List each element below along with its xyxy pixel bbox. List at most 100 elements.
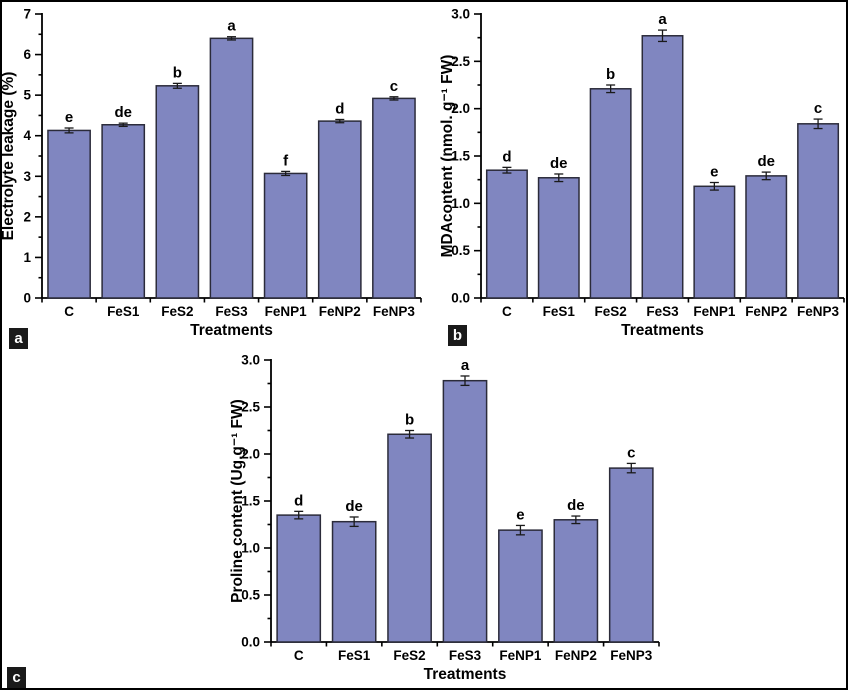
error-bar-FeNP2 (335, 118, 345, 124)
sig-letter-FeNP3: c (627, 444, 635, 461)
y-tick-label: 4 (23, 128, 31, 143)
y-tick-label: 5 (23, 88, 31, 103)
sig-letter-FeS2: b (173, 64, 182, 81)
y-tick-label: 0.0 (451, 291, 470, 306)
bar-FeS2 (589, 88, 632, 299)
panel-letter-a: a (14, 330, 23, 347)
bar-FeS1 (101, 124, 146, 299)
x-category-label-FeNP3: FeNP3 (610, 648, 653, 663)
sig-letter-C: e (65, 109, 73, 126)
sig-letter-FeS1: de (114, 104, 132, 121)
x-category-label-FeNP3: FeNP3 (797, 304, 840, 319)
panel-label-c: c (7, 667, 26, 688)
y-tick-label: 0.5 (241, 588, 260, 603)
panel-letter-c: c (12, 669, 21, 686)
error-bar-C (294, 510, 304, 520)
x-category-label-FeNP2: FeNP2 (745, 304, 787, 319)
error-bar-C (502, 166, 512, 174)
x-axis-title: Treatments (621, 322, 704, 339)
x-ticks (480, 298, 845, 303)
panel-letter-b: b (452, 327, 463, 344)
x-category-label-FeS3: FeS3 (215, 304, 248, 319)
y-tick-label: 1.0 (241, 541, 260, 556)
bars (485, 29, 840, 299)
y-tick-label: 0.0 (241, 635, 260, 650)
error-bar-FeS3 (658, 29, 667, 43)
sig-letter-FeNP2: d (335, 100, 344, 117)
bar-FeNP1 (693, 185, 736, 299)
sig-letter-FeNP2: de (567, 497, 585, 514)
sig-letter-FeNP1: e (710, 164, 718, 181)
error-bar-FeNP2 (571, 515, 581, 525)
y-tick-label: 2.5 (451, 54, 470, 69)
x-category-label-FeNP2: FeNP2 (555, 648, 597, 663)
error-bar-FeNP2 (761, 171, 771, 181)
error-bar-FeS3 (460, 375, 470, 387)
chart-b-svg: 0.0 0.5 1.0 1.5 2.0 2.5 3.0 d Cde FeS1 b FeS2 a FeS3 e… (439, 7, 845, 339)
x-category-label-FeS1: FeS1 (543, 304, 576, 319)
sig-letter-FeS2: b (606, 66, 615, 83)
bar-FeNP2 (745, 175, 788, 299)
chart-c-svg: 0.0 0.5 1.0 1.5 2.0 2.5 3.0 d Cde FeS1 b FeS2 a FeS3 e… (229, 353, 660, 683)
error-bar-FeNP1 (709, 181, 719, 191)
bar-FeS3 (641, 35, 684, 299)
bars (47, 36, 416, 299)
error-bar-FeNP3 (813, 118, 823, 130)
x-ticks (270, 642, 660, 647)
error-bar-FeNP1 (281, 170, 291, 177)
y-tick-labels: 0.0 0.5 1.0 1.5 2.0 2.5 3.0 (241, 353, 260, 650)
y-tick-label: 1.5 (451, 149, 470, 164)
bar-FeS1 (331, 520, 377, 643)
y-axis-title: Proline content (Ug.g⁻¹ FW) (229, 399, 246, 603)
bar-FeS2 (155, 85, 200, 299)
sig-letter-FeNP2: de (757, 153, 775, 170)
error-bar-FeNP3 (389, 96, 399, 101)
y-tick-label: 1.5 (241, 494, 260, 509)
bar-FeS3 (209, 37, 254, 299)
bar-FeNP3 (372, 97, 416, 299)
x-category-label-FeS1: FeS1 (338, 648, 371, 663)
sig-letter-C: d (294, 492, 303, 509)
x-ticks (41, 298, 422, 303)
y-tick-label: 2 (23, 209, 31, 224)
y-axis-title: Electrolyte leakage (%) (2, 72, 17, 241)
sig-letter-FeS1: de (550, 155, 568, 172)
y-tick-label: 3.0 (241, 353, 260, 368)
x-category-label-FeNP2: FeNP2 (319, 304, 361, 319)
bar-C (485, 169, 528, 299)
x-category-label-FeS3: FeS3 (646, 304, 679, 319)
x-category-label-C: C (294, 648, 304, 663)
bar-FeNP2 (317, 120, 362, 299)
x-category-label-FeS1: FeS1 (107, 304, 140, 319)
x-category-label-FeS2: FeS2 (595, 304, 627, 319)
error-bar-C (64, 127, 74, 134)
error-bar-FeS2 (172, 82, 182, 89)
y-axis-title: MDAcontent (nmol. g⁻¹ FW) (439, 55, 456, 258)
panel-label-a: a (9, 328, 28, 349)
error-bar-FeS3 (227, 36, 236, 41)
error-bar-FeNP1 (515, 524, 525, 536)
x-axis-title: Treatments (424, 666, 507, 683)
y-tick-label: 2.0 (241, 447, 260, 462)
y-tick-label: 0 (23, 291, 31, 306)
sig-letter-FeNP1: f (283, 152, 289, 169)
bar-FeNP3 (608, 467, 654, 643)
sig-letter-FeS2: b (405, 412, 414, 429)
y-tick-labels: 0.0 0.5 1.0 1.5 2.0 2.5 3.0 (451, 7, 470, 306)
error-bar-FeS1 (349, 516, 359, 528)
error-bar-FeS1 (118, 122, 128, 128)
sig-letter-FeNP3: c (390, 78, 398, 95)
bar-C (276, 514, 322, 643)
y-tick-label: 1.0 (451, 196, 470, 211)
x-axis-title: Treatments (190, 322, 273, 339)
x-category-label-FeS2: FeS2 (161, 304, 193, 319)
y-tick-label: 3.0 (451, 7, 470, 22)
sig-letter-FeS1: de (345, 498, 363, 515)
chart-a-svg: 0 1 2 3 4 5 6 7 e Cde FeS1 b FeS2 a FeS3 f FeNP1 d FeNP2 c F… (2, 7, 422, 339)
y-tick-label: 1 (23, 250, 31, 265)
x-category-label-FeS2: FeS2 (393, 648, 425, 663)
y-tick-label: 6 (23, 47, 31, 62)
bar-C (47, 129, 91, 299)
